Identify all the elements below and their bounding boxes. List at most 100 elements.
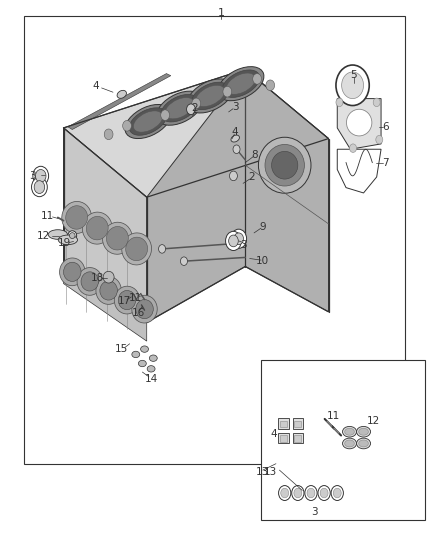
Ellipse shape [132,295,157,323]
Ellipse shape [305,486,317,500]
Text: 2: 2 [191,103,198,112]
Text: 2: 2 [248,172,255,182]
Text: 3: 3 [29,171,36,181]
Circle shape [223,86,232,97]
Text: 4: 4 [231,127,238,137]
Ellipse shape [147,366,155,372]
Bar [293,418,303,429]
Text: 3: 3 [232,102,239,111]
Text: 17: 17 [117,296,131,306]
Ellipse shape [100,281,117,300]
Circle shape [33,166,49,185]
Circle shape [226,231,241,251]
Ellipse shape [191,82,229,110]
Text: 8: 8 [251,150,258,159]
Ellipse shape [357,426,371,437]
Ellipse shape [218,67,264,101]
Text: 11: 11 [129,294,142,303]
Ellipse shape [359,429,368,435]
Circle shape [159,245,166,253]
Ellipse shape [60,258,85,286]
Ellipse shape [165,98,194,119]
Polygon shape [68,74,171,130]
Text: 3: 3 [240,240,247,250]
Ellipse shape [86,216,108,240]
Text: 4: 4 [92,82,99,91]
Text: 14: 14 [145,375,158,384]
Text: 4: 4 [270,430,277,439]
Ellipse shape [156,91,203,125]
Ellipse shape [81,272,99,291]
Bar [278,433,289,443]
Ellipse shape [125,104,171,139]
Ellipse shape [70,232,75,238]
Circle shape [123,120,131,131]
Text: 15: 15 [115,344,128,354]
Circle shape [336,98,343,107]
Ellipse shape [343,438,357,449]
Bar [293,433,303,443]
Ellipse shape [132,351,140,358]
Ellipse shape [102,222,132,254]
Polygon shape [64,128,147,322]
Ellipse shape [357,438,371,449]
Polygon shape [337,99,381,149]
Circle shape [373,98,380,107]
Circle shape [233,145,240,154]
Text: 3: 3 [311,507,318,516]
Ellipse shape [134,111,162,132]
Circle shape [350,144,357,152]
Ellipse shape [346,109,372,136]
Ellipse shape [96,277,121,304]
Circle shape [34,181,45,193]
Bar [24,16,405,464]
Circle shape [231,229,247,248]
Ellipse shape [281,488,289,498]
Ellipse shape [129,108,167,135]
Text: 11: 11 [327,411,340,421]
Ellipse shape [345,440,354,447]
Circle shape [342,72,364,99]
Ellipse shape [118,290,136,310]
Ellipse shape [196,85,225,107]
Circle shape [253,74,261,84]
Ellipse shape [294,488,302,498]
Ellipse shape [307,488,315,498]
Bar [278,418,289,429]
Ellipse shape [66,206,88,229]
Circle shape [104,129,113,140]
Polygon shape [147,69,328,322]
Text: 13: 13 [264,467,277,477]
Circle shape [376,135,383,144]
Ellipse shape [272,151,298,179]
Ellipse shape [64,262,81,281]
Ellipse shape [149,355,157,361]
Bar [280,421,287,427]
Polygon shape [64,264,147,341]
Ellipse shape [279,486,291,500]
Circle shape [187,104,195,115]
Ellipse shape [48,230,67,239]
Bar [280,435,287,442]
Ellipse shape [345,429,354,435]
Text: 11: 11 [41,211,54,221]
Text: 19: 19 [58,238,71,247]
Text: 5: 5 [350,70,357,79]
Ellipse shape [141,346,148,352]
Text: 7: 7 [382,158,389,167]
Ellipse shape [114,286,140,314]
Ellipse shape [331,486,343,500]
Ellipse shape [126,237,148,261]
Ellipse shape [122,233,152,265]
Text: 13: 13 [256,467,269,477]
Circle shape [32,177,47,197]
Circle shape [180,257,187,265]
Ellipse shape [77,268,102,295]
Text: 1: 1 [218,9,225,18]
Text: 16: 16 [131,309,145,318]
Ellipse shape [161,94,198,122]
Ellipse shape [117,91,127,98]
Bar [294,421,301,427]
Text: 12: 12 [37,231,50,240]
Ellipse shape [136,300,153,319]
